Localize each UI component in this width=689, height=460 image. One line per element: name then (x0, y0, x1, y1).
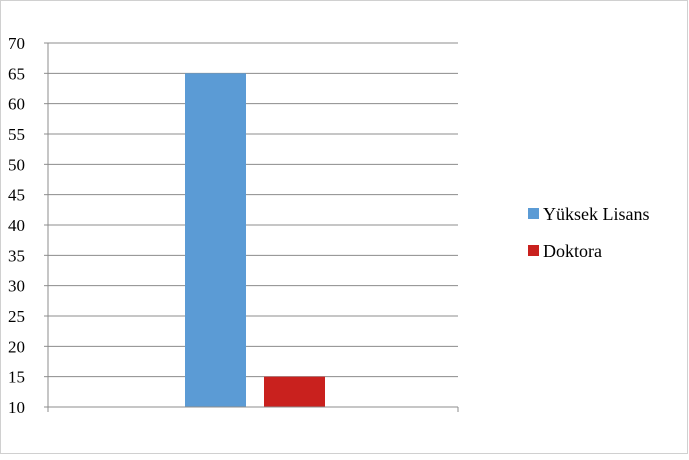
y-tick-label: 70 (8, 34, 25, 53)
y-tick-label: 30 (8, 277, 25, 296)
axes (47, 43, 459, 412)
gridlines (48, 42, 458, 378)
y-tick-label: 65 (8, 64, 25, 83)
y-tick-label: 35 (8, 246, 25, 265)
bars (185, 73, 325, 407)
y-tick-label: 45 (8, 186, 25, 205)
y-tick-label: 55 (8, 125, 25, 144)
y-tick-label: 15 (8, 368, 25, 387)
legend-label-1: Doktora (543, 241, 602, 261)
y-axis-ticks: 10 15 20 25 30 35 40 45 50 55 60 65 70 (8, 34, 48, 417)
y-tick-label: 20 (8, 337, 25, 356)
y-tick-label: 10 (8, 398, 25, 417)
legend-swatch-1 (528, 245, 539, 256)
y-tick-label: 40 (8, 216, 25, 235)
y-tick-label: 60 (8, 95, 25, 114)
legend-swatch-0 (528, 208, 539, 219)
legend: Yüksek Lisans Doktora (528, 204, 650, 261)
legend-label-0: Yüksek Lisans (543, 204, 650, 224)
y-tick-label: 50 (8, 155, 25, 174)
y-tick-label: 25 (8, 307, 25, 326)
bar-1 (264, 376, 325, 407)
bar-0 (185, 73, 246, 407)
